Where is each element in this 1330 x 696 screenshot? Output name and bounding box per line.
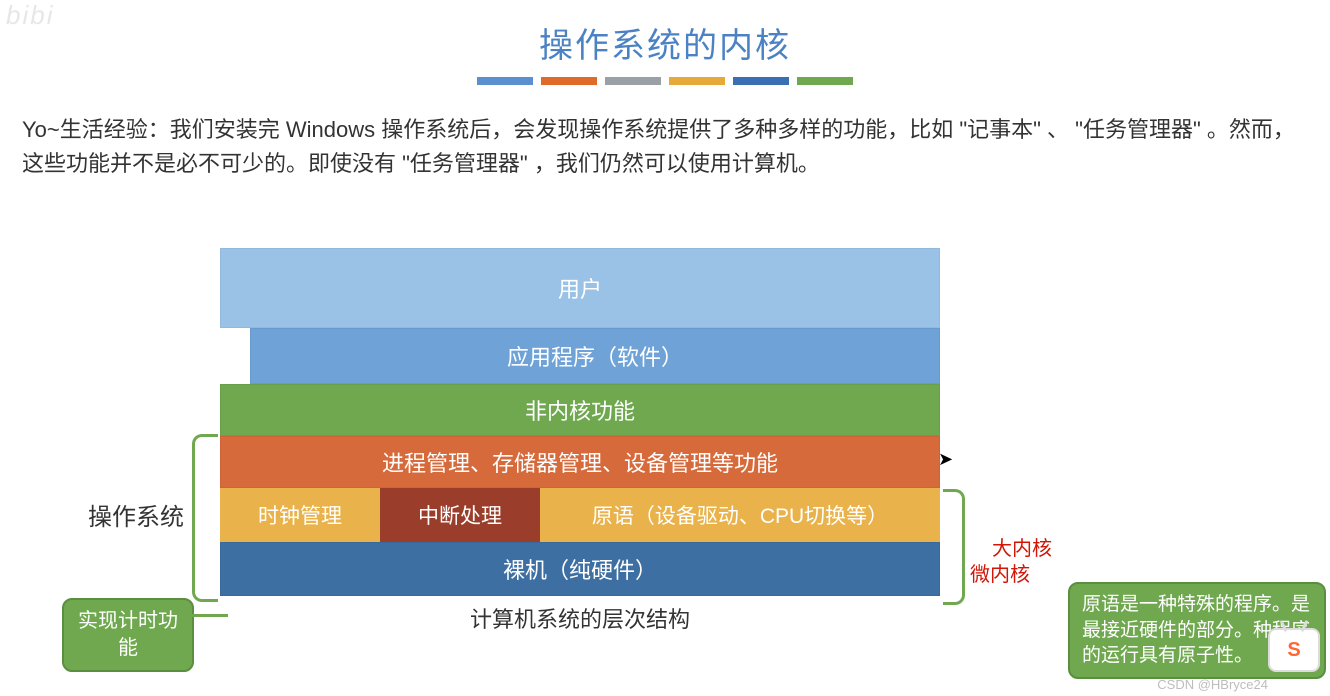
diagram-layer: 用户 [220, 248, 940, 328]
bilibili-badge-icon: S [1268, 628, 1320, 672]
diagram-subcell: 时钟管理 [220, 488, 380, 542]
intro-paragraph: Yo~生活经验：我们安装完 Windows 操作系统后，会发现操作系统提供了多种… [0, 85, 1330, 181]
underline-segment [797, 77, 853, 85]
os-label: 操作系统 [88, 497, 184, 532]
diagram-layer: 应用程序（软件） [250, 328, 940, 384]
diagram-layer: 进程管理、存储器管理、设备管理等功能 [220, 436, 940, 488]
annotation-macro-kernel: 大内核 [992, 532, 1052, 561]
bracket-left [192, 434, 218, 602]
bracket-right [943, 489, 965, 605]
underline-segment [733, 77, 789, 85]
annotation-micro-kernel: 微内核 [970, 558, 1030, 587]
diagram-layer: 裸机（纯硬件） [220, 542, 940, 596]
title-underline [0, 77, 1330, 85]
underline-segment [541, 77, 597, 85]
diagram-caption: 计算机系统的层次结构 [220, 602, 940, 634]
callout-clock: 实现计时功能 [62, 598, 194, 672]
callout-clock-pointer [188, 614, 228, 617]
title-area: 操作系统的内核 [0, 0, 1330, 85]
page-title: 操作系统的内核 [0, 18, 1330, 67]
diagram-subrow: 时钟管理中断处理原语（设备驱动、CPU切换等） [220, 488, 940, 542]
diagram-layer: 非内核功能 [220, 384, 940, 436]
diagram-subcell: 原语（设备驱动、CPU切换等） [540, 488, 940, 542]
diagram-subcell: 中断处理 [380, 488, 540, 542]
underline-segment [605, 77, 661, 85]
underline-segment [477, 77, 533, 85]
mouse-cursor-icon: ➤ [938, 449, 953, 470]
watermark-top-left: bibi [6, 0, 54, 31]
underline-segment [669, 77, 725, 85]
watermark-bottom-right: CSDN @HBryce24 [1157, 677, 1268, 692]
layer-diagram: 用户应用程序（软件）非内核功能进程管理、存储器管理、设备管理等功能时钟管理中断处… [220, 248, 940, 634]
